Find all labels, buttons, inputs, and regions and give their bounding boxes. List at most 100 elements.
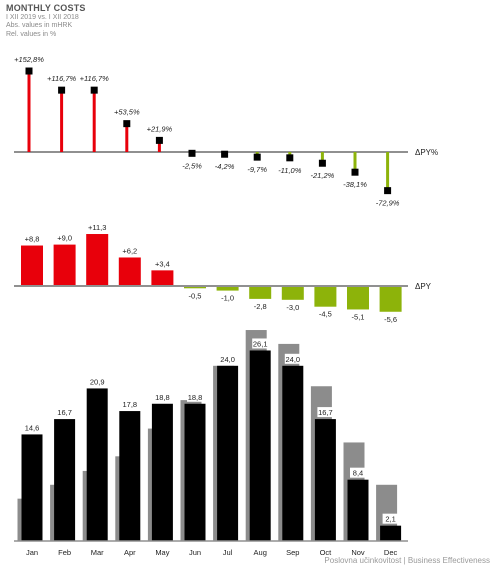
ac-bar-dec: [380, 525, 402, 541]
ac-value-label: 24,0: [285, 355, 300, 364]
pin-head-sep: [286, 154, 294, 162]
ac-value-label: 16,7: [318, 408, 333, 417]
variance-value-label: +3,4: [155, 259, 170, 268]
ac-bar-mar: [86, 388, 108, 541]
chart-subtitle-period: I XII 2019 vs. I XII 2018: [6, 13, 79, 21]
variance-bar-mar: [86, 234, 109, 286]
pin-head-jun: [188, 149, 196, 157]
month-label-nov: Nov: [351, 548, 365, 557]
variance-value-label: +11,3: [88, 223, 106, 232]
pin-chart-axis-label: ΔPY%: [415, 148, 438, 157]
month-label-feb: Feb: [58, 548, 71, 557]
month-label-may: May: [155, 548, 169, 557]
pin-value-label: +152,8%: [14, 55, 44, 64]
pin-head-mar: [90, 86, 98, 94]
pin-value-label: -9,7%: [247, 165, 267, 174]
pin-head-nov: [351, 168, 359, 176]
chart-subtitle-abs-units: Abs. values in mHRK: [6, 22, 73, 30]
ac-value-label-bg: [350, 467, 366, 478]
month-label-dec: Dec: [384, 548, 398, 557]
ac-bar-jul: [217, 365, 239, 541]
pin-value-label: -11,0%: [278, 166, 302, 175]
ac-value-label-bg: [284, 353, 301, 364]
ac-value-label: 14,6: [25, 423, 40, 432]
variance-value-label: -1,0: [221, 294, 234, 303]
ac-bar-apr: [119, 411, 141, 541]
ac-value-label-bg: [121, 399, 138, 410]
variance-value-label: -2,8: [254, 302, 267, 311]
pin-value-label: +116,7%: [47, 74, 77, 83]
ac-bar-may: [151, 403, 173, 541]
pin-head-jan: [25, 67, 33, 75]
ac-value-label: 16,7: [57, 408, 72, 417]
variance-bar-feb: [53, 244, 76, 286]
month-label-mar: Mar: [91, 548, 104, 557]
variance-value-label: -4,5: [319, 310, 332, 319]
ac-value-label-bg: [24, 422, 40, 433]
variance-bar-aug: [249, 286, 272, 299]
ac-bar-oct: [314, 419, 336, 541]
pin-head-dec: [384, 187, 392, 195]
ac-value-label-bg: [89, 376, 106, 387]
ac-value-label: 2,1: [385, 515, 395, 524]
ac-value-label: 17,8: [122, 400, 137, 409]
pin-head-oct: [318, 159, 326, 167]
ac-value-label: 18,8: [188, 393, 203, 402]
ac-value-label-bg: [219, 353, 236, 364]
variance-value-label: -0,5: [189, 291, 202, 300]
ac-value-label: 26,1: [253, 339, 268, 348]
ac-value-label-bg: [187, 391, 203, 402]
variance-value-label: -5,1: [352, 312, 365, 321]
pin-head-aug: [253, 153, 261, 161]
pin-head-apr: [123, 120, 131, 128]
ac-value-label: 18,8: [155, 393, 170, 402]
variance-value-label: -5,6: [384, 315, 397, 324]
variance-value-label: +6,2: [122, 246, 137, 255]
variance-bar-dec: [379, 286, 402, 312]
variance-value-label: +8,8: [25, 235, 40, 244]
ac-bar-jun: [184, 403, 206, 541]
ac-value-label-bg: [382, 513, 399, 524]
ac-value-label: 20,9: [90, 377, 105, 386]
ac-value-label-bg: [317, 407, 334, 418]
chart-subtitle-rel-units: Rel. values in %: [6, 30, 57, 38]
pin-head-jul: [221, 150, 229, 158]
chart-header: MONTHLY COSTS I XII 2019 vs. I XII 2018 …: [6, 3, 86, 39]
pin-value-label: +116,7%: [80, 74, 110, 83]
pin-value-label: +53,5%: [114, 108, 140, 117]
ac-value-label-bg: [154, 391, 171, 402]
chart-title: MONTHLY COSTS: [6, 3, 86, 13]
month-label-jul: Jul: [223, 548, 233, 557]
variance-bar-nov: [347, 286, 369, 310]
month-label-apr: Apr: [124, 548, 136, 557]
ac-value-label-bg: [56, 407, 73, 418]
variance-bar-sep: [281, 286, 304, 300]
variance-bar-jul: [216, 286, 239, 291]
variance-bar-oct: [314, 286, 337, 307]
ac-value-label: 8,4: [353, 469, 363, 478]
month-label-oct: Oct: [320, 548, 333, 557]
pin-value-label: -21,2%: [311, 171, 335, 180]
variance-chart-axis-label: ΔPY: [415, 282, 432, 291]
pin-value-label: +21,9%: [147, 124, 173, 133]
variance-bar-jan: [21, 245, 43, 286]
footer-credit: Poslovna učinkovitost | Business Effecti…: [324, 556, 490, 565]
pin-head-feb: [58, 86, 66, 94]
variance-bar-jun: [184, 286, 206, 289]
variance-value-label: +9,0: [57, 234, 72, 243]
ac-value-label-bg: [252, 338, 269, 349]
month-label-sep: Sep: [286, 548, 299, 557]
ac-bar-feb: [54, 419, 76, 541]
ac-bar-jan: [21, 434, 43, 541]
month-label-jan: Jan: [26, 548, 38, 557]
variance-value-label: -3,0: [286, 303, 299, 312]
ac-bar-sep: [282, 365, 304, 541]
ac-value-label: 24,0: [220, 355, 235, 364]
pin-value-label: -2,5%: [182, 161, 202, 170]
month-label-aug: Aug: [254, 548, 267, 557]
variance-bar-apr: [118, 257, 141, 286]
month-label-jun: Jun: [189, 548, 201, 557]
pin-value-label: -72,9%: [376, 199, 400, 208]
ac-bar-aug: [249, 350, 271, 541]
